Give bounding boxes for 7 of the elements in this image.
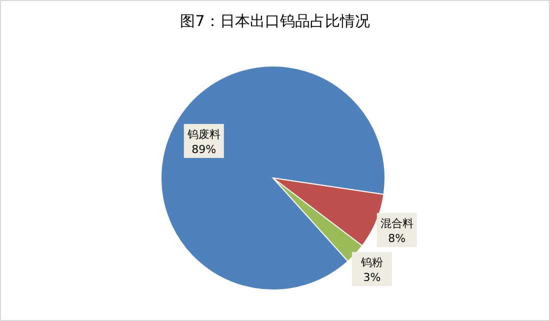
chart-title: 图7：日本出口钨品占比情况 bbox=[180, 12, 370, 30]
slice-label: 钨粉 bbox=[360, 256, 383, 269]
slice-label: 钨废料 bbox=[186, 128, 220, 141]
slice-label: 混合料 bbox=[380, 217, 414, 230]
data-label: 8% bbox=[388, 232, 406, 246]
data-label: 89% bbox=[192, 142, 216, 156]
data-label: 3% bbox=[363, 270, 381, 284]
